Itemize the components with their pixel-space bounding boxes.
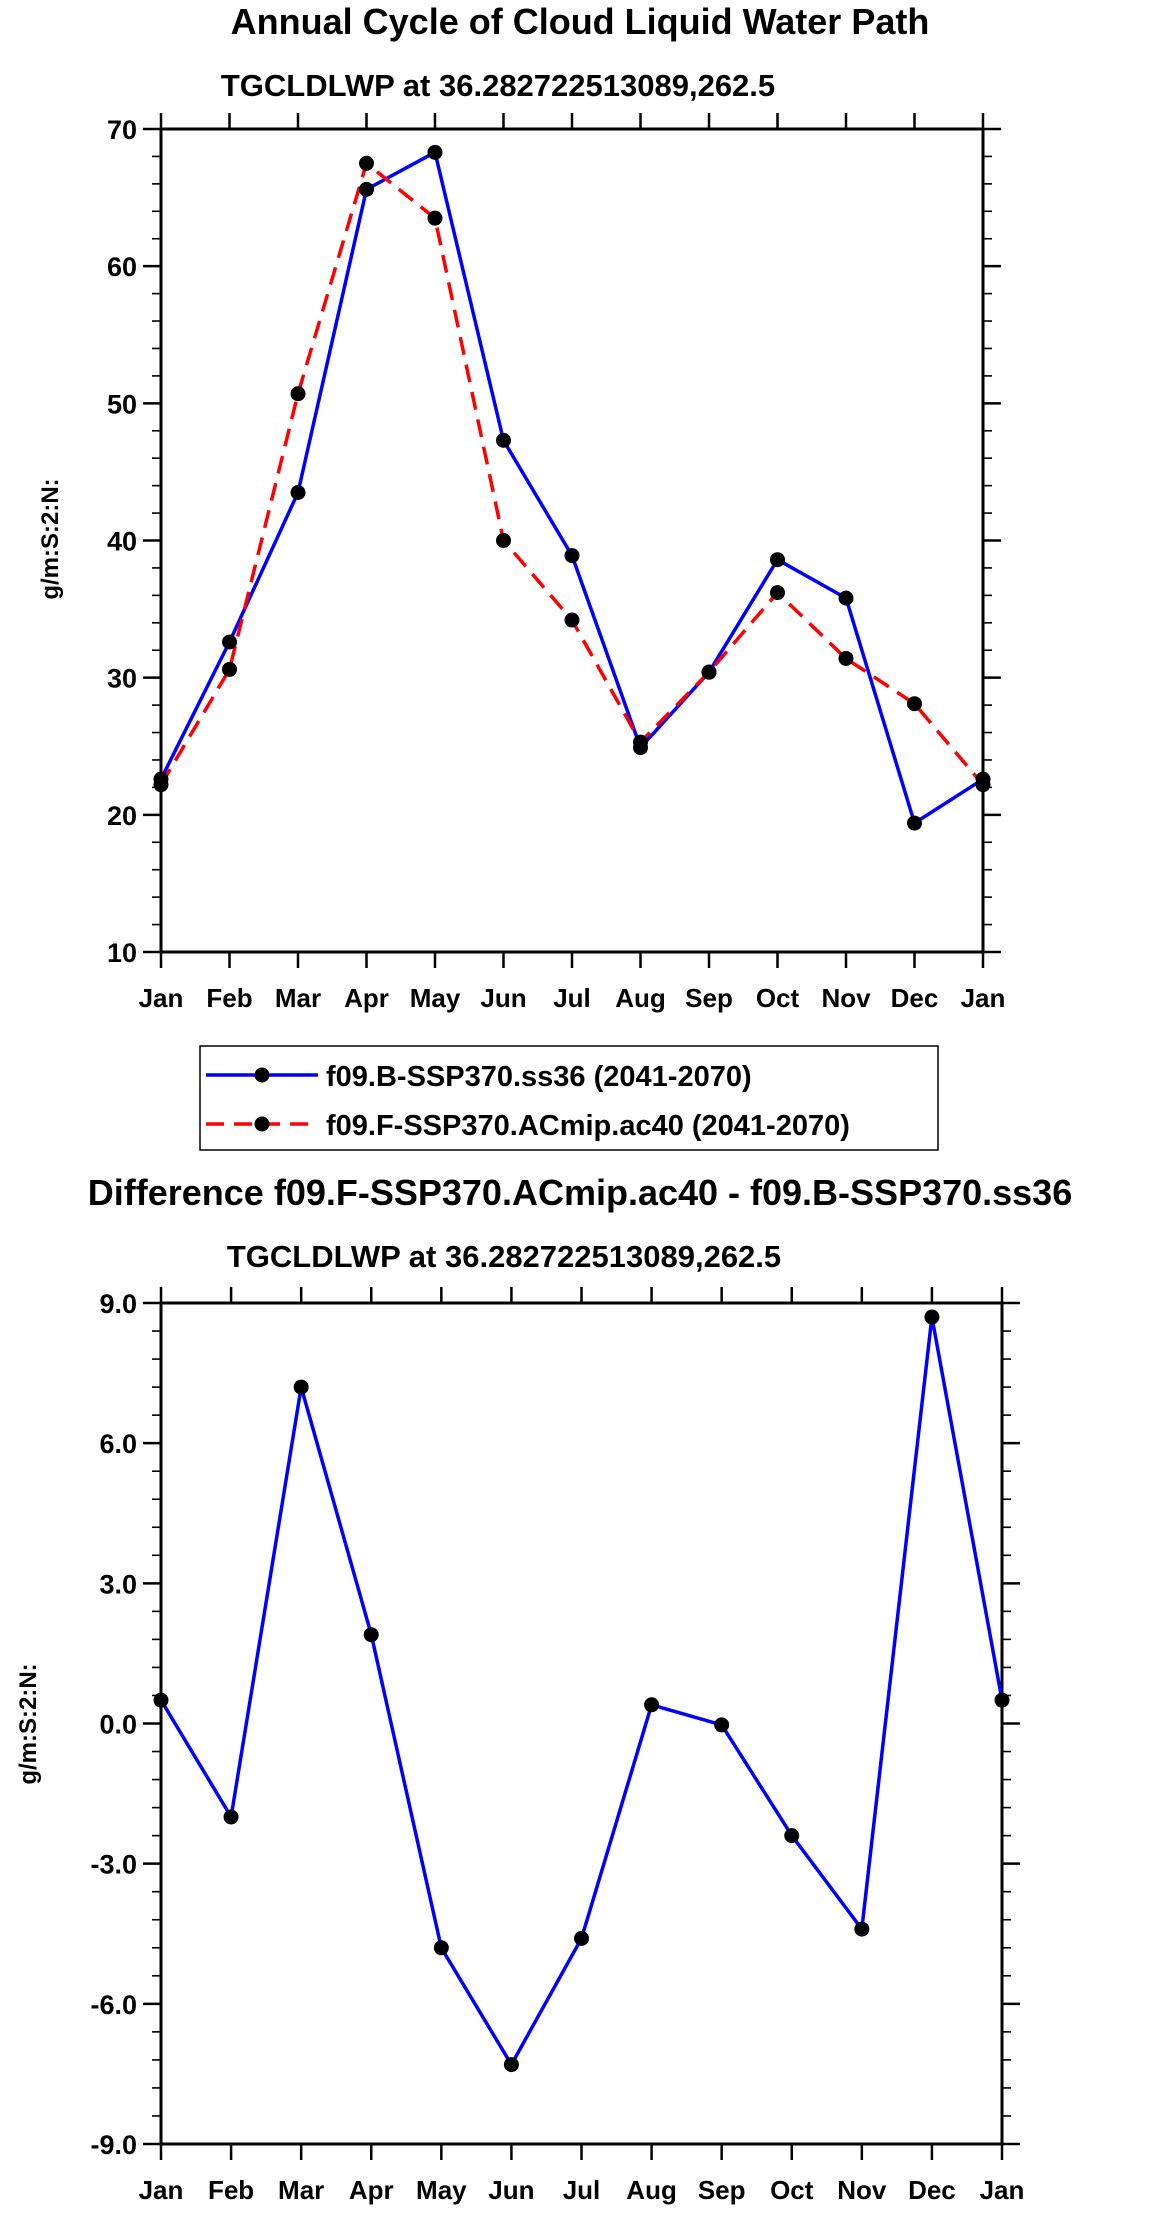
chart2-ytick-label: 3.0 [99,1569,137,1599]
chart1-series-1-point [222,634,237,650]
chart1-series-2-point [975,777,991,793]
chart2-series-1-point [644,1697,660,1713]
chart2-series-1-point [924,1309,940,1325]
chart1-series-2-point [427,210,443,226]
legend-marker-series-1 [254,1067,270,1083]
chart1-series-2-point [496,533,511,548]
chart1-series-2-point [290,386,306,402]
chart2-title: Difference f09.F-SSP370.ACmip.ac40 - f09… [88,1172,1072,1213]
chart1-xtick-label: Jan [139,983,184,1013]
chart2-series-1-point [784,1828,800,1844]
chart1-series-1-point [359,181,374,197]
chart1-series-1-point [770,552,785,568]
chart2-xtick-label: Mar [278,2175,324,2205]
chart2-xtick-label: Jan [139,2175,184,2205]
chart2-series-1-point [854,1921,870,1937]
chart2-ylabel: g/m:S:2:N: [15,1663,42,1784]
chart2-series-1-line [159,1315,1004,2067]
chart2-ytick-label: -6.0 [90,1990,137,2020]
chart1-series-2-point [633,734,648,750]
chart1-series-1-point [496,432,511,448]
chart2-xtick-label: Feb [208,2175,254,2205]
chart2-series-1-point [223,1809,239,1825]
legend-marker-series-2 [254,1116,270,1132]
chart2-plot: -9.0 -6.0 -3.0 0.0 3.0 6.0 9.0 Jan Feb Mar Apr May J… [90,1287,1024,2205]
chart1-series-1-point [564,548,580,564]
chart1-series-1-point [427,144,443,160]
chart1-legend: f09.B-SSP370.ss36 (2041-2070) f09.F-SSP3… [199,1045,939,1151]
chart1-series-1-point [290,484,306,500]
chart1-ytick-label: 20 [107,801,137,831]
chart2-series-1-point [574,1930,589,1946]
chart2-ytick-label: -3.0 [90,1850,137,1880]
chart1-series-2-point [564,612,580,628]
chart1-xtick-label: Jan [961,983,1006,1013]
chart1-xtick-label: Sep [685,983,733,1013]
chart1-ytick-label: 10 [107,938,137,968]
chart1-series-1-point [907,815,922,831]
chart1-xtick-label: Feb [206,983,252,1013]
chart1-series-2-point [770,585,785,601]
chart2-ytick-label: 0.0 [99,1710,137,1740]
chart2-series-1-point [714,1717,730,1733]
legend-label-series-2: f09.F-SSP370.ACmip.ac40 (2041-2070) [326,1110,850,1142]
chart2-xtick-label: Jul [563,2175,601,2205]
chart1-xtick-label: Apr [344,983,389,1013]
chart1-title: Annual Cycle of Cloud Liquid Water Path [231,1,930,42]
chart1-xtick-label: Nov [821,983,871,1013]
chart1-series-2-point [907,696,922,712]
chart2-xtick-label: Jun [488,2175,534,2205]
chart2-ytick-label: 9.0 [99,1289,137,1319]
chart1-ytick-label: 50 [107,389,137,419]
chart1-xtick-label: Aug [615,983,666,1013]
chart2-series-1-point [503,2057,519,2073]
chart2-xtick-label: Sep [698,2175,746,2205]
chart1-ytick-label: 70 [107,115,137,145]
chart2-subtitle: TGCLDLWP at 36.282722513089,262.5 [227,1239,781,1274]
chart1-series-2-point [222,661,237,677]
chart1-xtick-label: May [410,983,461,1013]
chart1-subtitle: TGCLDLWP at 36.282722513089,262.5 [221,68,775,103]
chart1-series-1-point [838,590,854,606]
chart1-plot: 10 20 30 40 50 60 70 Jan Feb Mar Apr May Jun Jul Aug Se… [107,113,1005,1013]
chart1-ytick-label: 30 [107,664,137,694]
chart1-frame [159,127,985,954]
chart2-xtick-label: Dec [908,2175,956,2205]
chart2-xtick-label: May [416,2175,467,2205]
chart1-xtick-label: Jun [480,983,526,1013]
chart1-series-2-point [838,650,854,666]
chart1-series-2-point [153,777,169,793]
chart2-xtick-label: Oct [770,2175,814,2205]
chart2-series-1-point [363,1627,379,1643]
chart2-xtick-label: Apr [349,2175,394,2205]
chart2-series-1-point [293,1379,309,1395]
chart2-series-1-point [994,1692,1010,1708]
chart2-xtick-label: Nov [837,2175,887,2205]
chart1-ylabel: g/m:S:2:N: [37,478,64,599]
chart2-frame [159,1301,1004,2146]
chart2-ytick-label: -9.0 [90,2130,137,2160]
legend-label-series-1: f09.B-SSP370.ss36 (2041-2070) [326,1061,752,1093]
chart2-xtick-label: Aug [626,2175,677,2205]
chart2-xtick-label: Jan [980,2175,1025,2205]
chart1-xtick-label: Oct [756,983,800,1013]
chart1-xtick-label: Dec [891,983,939,1013]
chart1-series-2-line [159,161,985,786]
chart1-series-2-point [359,155,374,171]
chart1-xtick-label: Jul [553,983,591,1013]
chart1-ytick-label: 60 [107,252,137,282]
chart1-series-1-line [159,150,984,825]
chart1-ytick-label: 40 [107,527,137,557]
chart2-series-1-point [153,1692,169,1708]
chart1-xtick-label: Mar [275,983,321,1013]
chart2-series-1-point [433,1940,449,1956]
legend-box [199,1045,939,1151]
chart2-ytick-label: 6.0 [99,1429,137,1459]
chart1-series-2-point [701,664,717,680]
